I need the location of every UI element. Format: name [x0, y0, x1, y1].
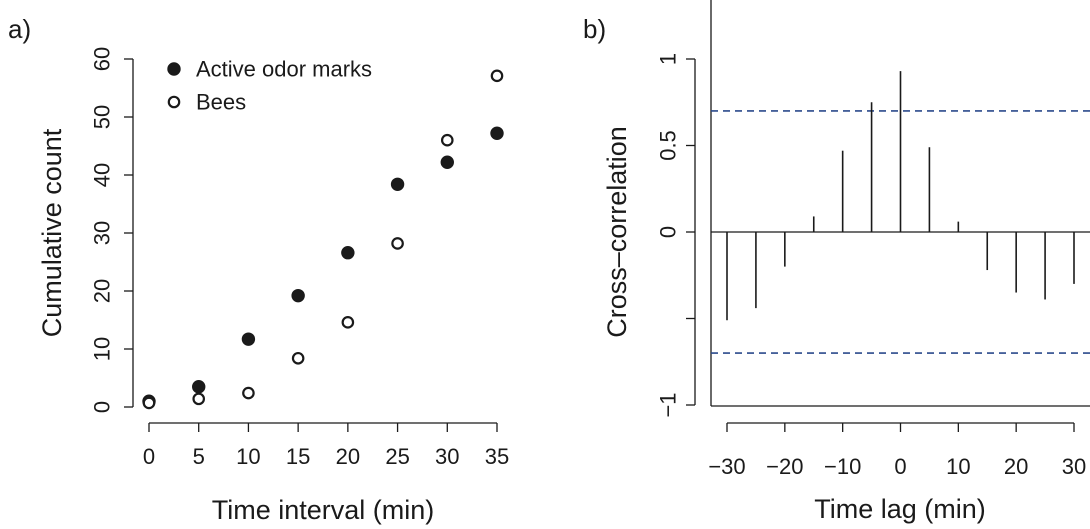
- legend-label: Bees: [196, 90, 246, 115]
- x-tick-label: −10: [824, 454, 861, 479]
- point-bees: [291, 351, 305, 365]
- point-bees: [341, 316, 355, 329]
- legend-marker-bees: [167, 95, 181, 109]
- point-active-odor-marks: [440, 155, 454, 169]
- y-tick-label: 50: [90, 105, 115, 129]
- y-tick-label: 20: [90, 279, 115, 303]
- point-bees: [142, 396, 156, 410]
- y-tick-label: 10: [90, 337, 115, 361]
- legend-marker-active-odor-marks: [167, 62, 181, 76]
- x-tick-label: 20: [1004, 454, 1028, 479]
- point-active-odor-marks: [390, 177, 405, 191]
- point-bees: [391, 237, 404, 250]
- legend-label: Active odor marks: [196, 57, 372, 82]
- y-tick-label: 0: [656, 226, 681, 238]
- point-bees: [490, 69, 504, 83]
- x-tick-label: 10: [236, 444, 260, 469]
- x-tick-label: 20: [336, 444, 360, 469]
- x-tick-label: 30: [435, 444, 459, 469]
- x-tick-label: −20: [766, 454, 803, 479]
- y-tick-label: 0.5: [656, 130, 681, 161]
- point-bees: [242, 386, 255, 400]
- y-tick-label: −1: [656, 392, 681, 417]
- y-tick-label: 0: [90, 401, 115, 413]
- x-tick-label: 15: [286, 444, 310, 469]
- point-bees: [440, 133, 454, 147]
- x-axis-title: Time lag (min): [814, 494, 986, 524]
- x-tick-label: 25: [385, 444, 409, 469]
- x-tick-label: 30: [1062, 454, 1086, 479]
- panel-b-label: b): [583, 14, 606, 44]
- point-bees: [192, 392, 206, 406]
- x-tick-label: 0: [894, 454, 906, 479]
- point-active-odor-marks: [341, 246, 355, 260]
- panel-a-label: a): [8, 14, 31, 44]
- y-tick-label: 30: [90, 221, 115, 245]
- x-tick-label: 0: [143, 444, 155, 469]
- y-axis-title: Cumulative count: [37, 128, 67, 337]
- y-axis-title: Cross–correlation: [602, 126, 632, 338]
- y-tick-label: 60: [90, 47, 115, 71]
- point-active-odor-marks: [192, 380, 206, 394]
- point-active-odor-marks: [241, 332, 256, 346]
- x-tick-label: 35: [485, 444, 509, 469]
- y-tick-label: 40: [90, 163, 115, 187]
- x-tick-label: 5: [193, 444, 205, 469]
- x-axis-title: Time interval (min): [212, 495, 435, 525]
- x-tick-label: −30: [708, 454, 745, 479]
- x-tick-label: 10: [946, 454, 970, 479]
- y-tick-label: 1: [656, 53, 681, 65]
- point-active-odor-marks: [291, 288, 305, 303]
- point-active-odor-marks: [490, 126, 504, 140]
